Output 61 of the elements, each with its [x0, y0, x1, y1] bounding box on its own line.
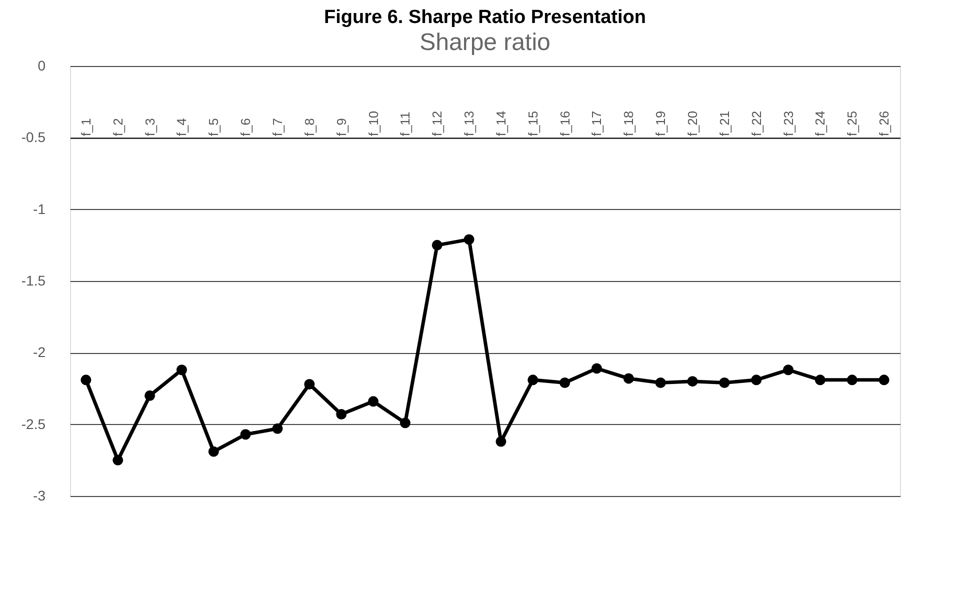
- x-tick-label: f_6: [238, 118, 254, 136]
- x-tick-label: f_17: [589, 110, 604, 136]
- point: [176, 364, 187, 376]
- point: [336, 409, 347, 420]
- x-tick-label: f_12: [430, 110, 445, 136]
- y-tick-label: -3: [33, 488, 46, 504]
- x-tick-label: f_2: [110, 118, 126, 136]
- x-tick-label: f_14: [493, 110, 508, 136]
- chart-title: Figure 6. Sharpe Ratio Presentation: [324, 7, 646, 28]
- point: [623, 373, 634, 384]
- point: [528, 374, 538, 386]
- x-tick-label: f_22: [748, 110, 764, 136]
- point: [496, 436, 506, 447]
- x-tick-label: f_24: [812, 110, 828, 136]
- x-tick-label: f_3: [142, 118, 158, 136]
- x-tick-label: f_23: [780, 110, 796, 136]
- y-tick-label: -0.5: [21, 129, 46, 146]
- point: [368, 396, 379, 407]
- point: [112, 454, 124, 466]
- y-tick-label: -1.5: [21, 272, 46, 288]
- x-tick-label: f_18: [621, 110, 636, 136]
- x-tick-label: f_1: [78, 118, 94, 136]
- x-tick-label: f_16: [557, 110, 572, 136]
- point: [719, 378, 730, 388]
- point: [208, 446, 219, 457]
- x-tick-label: f_11: [398, 112, 413, 136]
- point: [80, 374, 92, 386]
- x-tick-label: f_20: [685, 110, 700, 136]
- x-tick-label: f_15: [525, 110, 540, 136]
- y-tick-label: 0: [38, 58, 46, 74]
- point: [751, 374, 762, 386]
- x-tick-label: f_9: [334, 118, 349, 136]
- chart-subtitle: Sharpe ratio: [420, 29, 550, 56]
- point: [687, 376, 698, 387]
- point: [272, 423, 283, 434]
- y-tick-label: -1: [33, 200, 46, 217]
- point: [783, 364, 794, 376]
- x-tick-label: f_7: [270, 118, 285, 136]
- y-tick-label: -2: [33, 344, 46, 360]
- x-tick-label: f_25: [844, 110, 860, 136]
- point: [432, 240, 442, 250]
- point: [591, 363, 602, 374]
- x-tick-label: f_13: [462, 110, 477, 136]
- point: [464, 234, 474, 245]
- point: [400, 418, 410, 428]
- x-tick-label: f_26: [876, 110, 892, 136]
- x-tick-label: f_10: [366, 110, 381, 136]
- point: [846, 374, 858, 386]
- point: [240, 429, 251, 440]
- x-tick-label: f_21: [716, 110, 732, 136]
- x-tick-label: f_4: [174, 118, 190, 136]
- point: [655, 378, 666, 388]
- point: [814, 374, 826, 386]
- point: [144, 390, 156, 401]
- x-tick-label: f_8: [302, 118, 317, 136]
- x-tick-label: f_5: [206, 118, 222, 136]
- y-tick-label: -2.5: [21, 416, 46, 432]
- point: [304, 378, 315, 390]
- point: [560, 378, 570, 388]
- x-tick-label: f_19: [653, 110, 668, 136]
- point: [878, 374, 890, 386]
